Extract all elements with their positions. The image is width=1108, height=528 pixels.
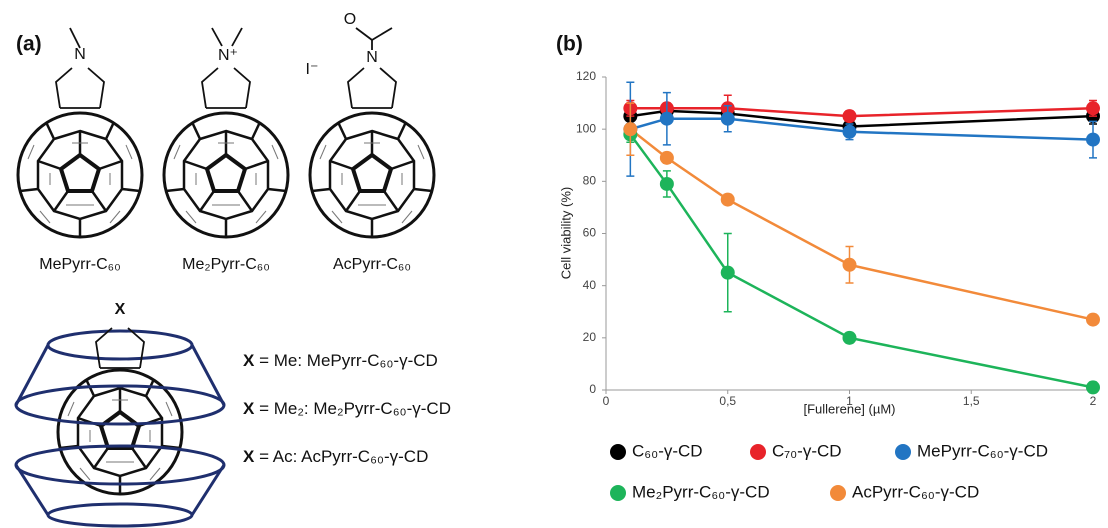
data-point	[842, 109, 857, 124]
data-point	[659, 176, 674, 191]
symbol: X	[243, 447, 255, 466]
atom: N⁺	[218, 47, 238, 64]
legend-label: C₇₀-γ-CD	[772, 441, 842, 460]
legend-marker	[610, 444, 626, 460]
x-tick-label: 2	[1090, 394, 1097, 408]
definition: X = Me: MePyrr-C₆₀-γ-CD	[243, 351, 438, 370]
x-tick-label: 1	[846, 394, 853, 408]
y-tick-label: 60	[583, 226, 597, 240]
molecule-label: AcPyrr-C₆₀	[333, 256, 411, 273]
y-tick-label: 40	[583, 278, 597, 292]
x-tick-label: 1,5	[963, 394, 980, 408]
x-tick-label: 0,5	[719, 394, 736, 408]
definition-text: = Me: MePyrr-C₆₀-γ-CD	[254, 351, 437, 370]
legend-marker	[830, 485, 846, 501]
atom: N	[366, 49, 378, 66]
symbol: X	[243, 399, 255, 418]
series-line	[630, 117, 1094, 141]
data-point	[842, 257, 857, 272]
legend-label: Me₂Pyrr-C₆₀-γ-CD	[632, 482, 770, 501]
data-point	[623, 122, 638, 137]
y-axis-label: Cell viability (%)	[558, 187, 573, 279]
y-tick-label: 100	[576, 121, 596, 135]
data-point	[842, 124, 857, 139]
data-point	[720, 265, 735, 280]
data-point	[720, 111, 735, 126]
y-tick-label: 80	[583, 174, 597, 188]
series-line	[629, 128, 1094, 321]
data-point	[1086, 312, 1100, 327]
data-point	[720, 192, 735, 207]
legend-label: AcPyrr-C₆₀-γ-CD	[852, 482, 979, 501]
definition-text: = Me₂: Me₂Pyrr-C₆₀-γ-CD	[254, 399, 451, 418]
molecule-label: Me₂Pyrr-C₆₀	[182, 256, 270, 273]
atom: N	[74, 46, 86, 63]
definition-text: = Ac: AcPyrr-C₆₀-γ-CD	[254, 447, 428, 466]
legend-label: C₆₀-γ-CD	[632, 441, 703, 460]
data-point	[1086, 380, 1100, 395]
panel-label: (a)	[16, 33, 42, 56]
x-axis-label: [Fullerene] (µM)	[803, 401, 895, 416]
x-tick-label: 0	[603, 394, 610, 408]
molecule-label: MePyrr-C₆₀	[39, 256, 121, 273]
y-tick-label: 120	[576, 69, 596, 83]
panel-label: (b)	[556, 33, 583, 56]
legend-label: MePyrr-C₆₀-γ-CD	[917, 441, 1048, 460]
data-point	[659, 111, 674, 126]
data-point	[659, 150, 674, 165]
series-line	[629, 133, 1094, 389]
atom: X	[115, 301, 126, 318]
data-point	[842, 330, 857, 345]
atom: I⁻	[306, 61, 319, 78]
definition: X = Me₂: Me₂Pyrr-C₆₀-γ-CD	[243, 399, 451, 418]
legend-marker	[750, 444, 766, 460]
legend-marker	[895, 444, 911, 460]
symbol: X	[243, 351, 255, 370]
y-tick-label: 0	[589, 382, 596, 396]
data-point	[1086, 101, 1100, 116]
legend-marker	[610, 485, 626, 501]
definition: X = Ac: AcPyrr-C₆₀-γ-CD	[243, 447, 428, 466]
atom: O	[344, 11, 356, 28]
data-point	[1086, 132, 1100, 147]
y-tick-label: 20	[583, 330, 597, 344]
